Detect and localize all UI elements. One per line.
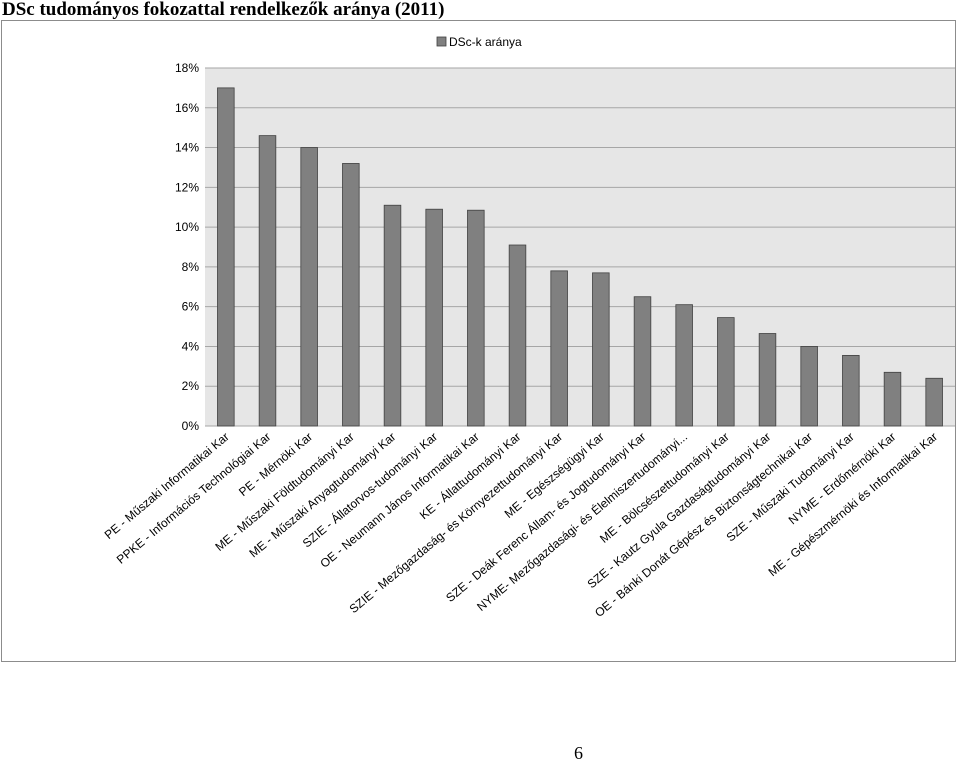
bar: [425, 208, 443, 427]
bars: [217, 87, 943, 427]
y-tick-label: 2%: [182, 379, 200, 393]
page-number: 6: [574, 743, 583, 763]
bar: [675, 304, 693, 427]
bar: [300, 147, 318, 427]
y-tick-label: 6%: [182, 300, 200, 314]
bar: [883, 371, 902, 427]
bar: [633, 296, 652, 427]
bar: [467, 209, 485, 427]
bar: [508, 244, 527, 427]
bar: [383, 204, 402, 427]
gridlines: [205, 67, 955, 427]
bar: [592, 272, 610, 427]
y-axis-ticks: 0% 2% 4% 6% 8% 10% 12% 14% 16% 18%: [175, 61, 199, 433]
y-tick-label: 0%: [182, 419, 200, 433]
bar: [925, 377, 943, 427]
legend: DSc-k aránya: [436, 35, 522, 49]
plot-area: [205, 68, 955, 426]
bar: [758, 333, 777, 427]
y-tick-label: 4%: [182, 339, 200, 353]
page-title: DSc tudományos fokozattal rendelkezők ar…: [2, 0, 445, 20]
y-tick-label: 12%: [175, 180, 199, 194]
bar: [550, 270, 568, 427]
y-tick-label: 16%: [175, 101, 199, 115]
y-tick-label: 18%: [175, 61, 199, 75]
bar: [217, 87, 235, 427]
bar: [717, 317, 735, 427]
bar: [258, 135, 277, 427]
bar: [342, 163, 360, 427]
legend-swatch: [436, 36, 447, 47]
y-tick-label: 10%: [175, 220, 199, 234]
bar: [842, 354, 860, 427]
y-tick-label: 14%: [175, 141, 199, 155]
bar: [800, 346, 818, 427]
x-category-label: PE - Mérnöki Kar: [236, 430, 315, 499]
y-tick-label: 8%: [182, 260, 200, 274]
legend-label: DSc-k aránya: [449, 35, 522, 49]
